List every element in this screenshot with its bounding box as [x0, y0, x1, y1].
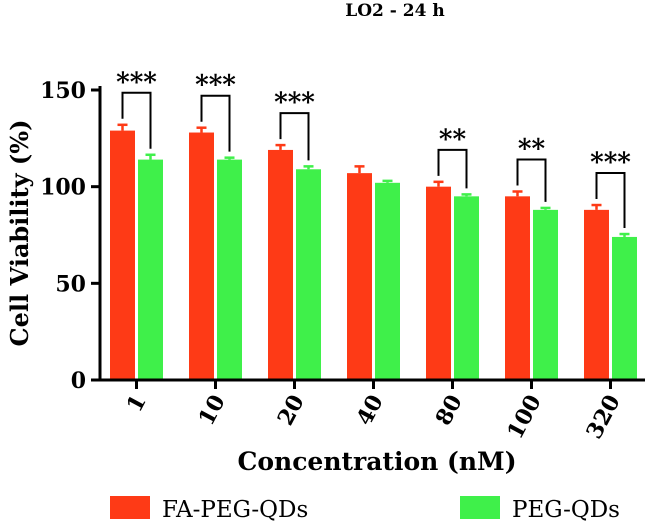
x-tick-label: 80 — [430, 391, 467, 430]
bar-peg-qds-100 — [533, 209, 558, 380]
bar-fa-peg-qds-100 — [505, 196, 530, 380]
bar-fa-peg-qds-20 — [268, 149, 293, 380]
bar-fa-peg-qds-10 — [189, 132, 214, 380]
bar-fa-peg-qds-320 — [584, 209, 609, 380]
y-tick-label: 150 — [40, 78, 86, 104]
bar-peg-qds-320 — [612, 236, 637, 380]
significance-bracket — [200, 94, 231, 152]
y-tick-label: 100 — [40, 175, 86, 201]
x-tick-label: 320 — [581, 391, 626, 444]
bar-peg-qds-80 — [454, 196, 479, 380]
legend-swatch-peg-qds — [460, 496, 500, 519]
significance-label: *** — [116, 68, 157, 98]
significance-bracket — [595, 172, 626, 229]
x-tick-label: 20 — [272, 391, 309, 430]
x-tick-label: 100 — [502, 391, 547, 444]
x-tick-label: 40 — [351, 391, 388, 430]
significance-label: ** — [518, 135, 546, 165]
x-axis: 1 10 20 40 80 100 320 — [122, 380, 626, 443]
y-axis-label: Cell Viability (%) — [5, 120, 34, 347]
significance-label: *** — [590, 148, 631, 178]
significance-group: *** ******** ** *** — [116, 68, 631, 229]
y-tick-label: 50 — [55, 271, 86, 297]
bar-peg-qds-10 — [217, 159, 242, 380]
y-tick-label: 0 — [71, 368, 86, 394]
legend-label-fa-peg-qds: FA-PEG-QDs — [162, 497, 308, 523]
bars-group — [110, 123, 637, 380]
x-tick-label: 10 — [193, 391, 230, 430]
legend-swatch-fa-peg-qds — [110, 496, 150, 519]
legend: FA-PEG-QDs PEG-QDs — [110, 496, 620, 523]
significance-bracket — [121, 91, 152, 149]
significance-label: *** — [274, 88, 315, 118]
bar-peg-qds-1 — [138, 159, 163, 380]
significance-label: *** — [195, 71, 236, 101]
bar-fa-peg-qds-1 — [110, 130, 135, 380]
significance-bracket — [516, 158, 547, 202]
x-tick-label: 1 — [122, 391, 152, 417]
significance-label: ** — [439, 125, 467, 155]
bar-peg-qds-40 — [375, 182, 400, 380]
bar-fa-peg-qds-80 — [426, 186, 451, 380]
x-axis-label: Concentration (nM) — [237, 447, 516, 476]
bar-peg-qds-20 — [296, 169, 321, 380]
significance-bracket — [437, 148, 468, 189]
chart-title: LO2 - 24 h — [345, 1, 444, 21]
legend-label-peg-qds: PEG-QDs — [512, 497, 620, 523]
y-axis: 0 50 100 150 — [40, 78, 100, 394]
bar-fa-peg-qds-40 — [347, 173, 372, 380]
significance-bracket — [279, 112, 310, 161]
